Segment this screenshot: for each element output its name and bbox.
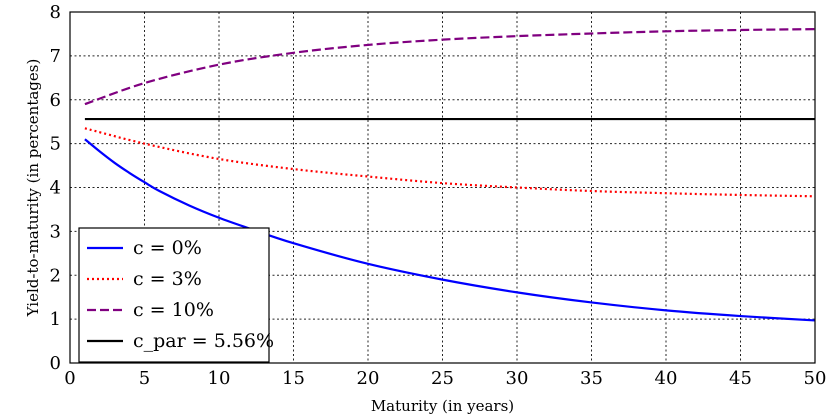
x-axis-label: Maturity (in years) [371,397,514,415]
legend: c = 0% c = 3% c = 10% c_par = 5.56% [78,227,274,363]
x-tick-label: 25 [431,368,454,389]
legend-label: c = 10% [133,299,214,321]
x-tick-label: 30 [506,368,529,389]
y-tick-label: 3 [50,221,61,242]
grid-lines [70,12,815,363]
legend-label: c_par = 5.56% [133,330,274,352]
x-tick-label: 10 [208,368,231,389]
y-tick-label: 7 [50,46,61,67]
x-tick-label: 5 [139,368,150,389]
legend-label: c = 0% [133,237,202,259]
x-tick-label: 20 [357,368,380,389]
y-tick-label: 4 [50,178,61,199]
y-tick-label: 8 [50,2,61,23]
series-line-2 [84,28,816,106]
legend-box [78,227,270,363]
x-tick-label: 0 [64,368,75,389]
y-tick-label: 0 [50,353,61,374]
series-line-1 [84,127,816,198]
x-tick-label: 45 [729,368,752,389]
y-tick-label: 5 [50,134,61,155]
x-tick-label: 35 [580,368,603,389]
y-tick-label: 1 [50,309,61,330]
y-axis-label: Yield-to-maturity (in percentages) [24,59,42,318]
x-tick-label: 50 [804,368,827,389]
x-tick-label: 40 [655,368,678,389]
plot-frame [69,11,816,364]
y-tick-label: 6 [50,90,61,111]
y-tick-label: 2 [50,265,61,286]
x-tick-label: 15 [282,368,305,389]
legend-label: c = 3% [133,268,202,290]
